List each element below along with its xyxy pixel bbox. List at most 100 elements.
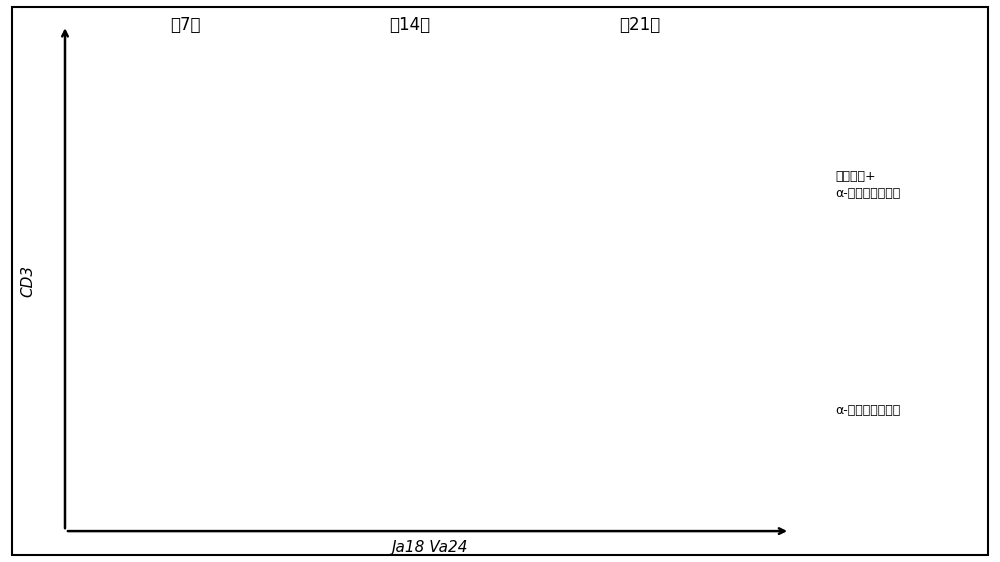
Point bbox=[173, 277, 189, 286]
Point bbox=[399, 334, 415, 343]
Point bbox=[392, 201, 408, 210]
Point bbox=[669, 152, 685, 161]
Point bbox=[704, 114, 720, 123]
Point bbox=[699, 121, 715, 130]
Point bbox=[653, 89, 669, 98]
Point bbox=[186, 331, 202, 340]
Point bbox=[688, 131, 704, 140]
Point bbox=[400, 338, 416, 347]
Point bbox=[394, 391, 410, 400]
Point bbox=[183, 152, 199, 161]
Point bbox=[721, 404, 737, 413]
Point bbox=[191, 144, 207, 153]
Point bbox=[182, 152, 198, 161]
Point bbox=[403, 332, 419, 341]
Point bbox=[651, 336, 667, 345]
Point bbox=[472, 116, 488, 125]
Point bbox=[179, 148, 195, 157]
Point bbox=[197, 165, 213, 174]
Point bbox=[643, 334, 659, 343]
Point bbox=[468, 126, 484, 135]
Point bbox=[409, 337, 425, 346]
Point bbox=[457, 139, 473, 148]
Point bbox=[674, 148, 690, 157]
Point bbox=[448, 120, 464, 129]
Point bbox=[463, 124, 479, 133]
Point bbox=[390, 327, 406, 336]
Point bbox=[175, 160, 191, 169]
Point bbox=[698, 121, 714, 130]
Point bbox=[411, 395, 427, 404]
Point bbox=[689, 123, 705, 132]
Point bbox=[480, 432, 496, 441]
Point bbox=[177, 166, 193, 175]
Point bbox=[403, 337, 419, 346]
Point bbox=[699, 115, 715, 124]
Point bbox=[660, 158, 676, 167]
Point bbox=[452, 113, 468, 122]
Point bbox=[680, 133, 696, 142]
Point bbox=[174, 158, 190, 167]
Point bbox=[630, 334, 646, 343]
Point bbox=[417, 335, 433, 344]
Point bbox=[669, 149, 685, 158]
Point bbox=[635, 357, 651, 366]
Point bbox=[423, 486, 439, 495]
Point bbox=[579, 171, 595, 180]
Point bbox=[171, 130, 187, 139]
Point bbox=[412, 340, 428, 349]
Point bbox=[703, 109, 719, 118]
Point bbox=[545, 255, 561, 264]
Point bbox=[404, 341, 420, 350]
Point bbox=[395, 338, 411, 347]
Point bbox=[641, 256, 657, 265]
Point bbox=[180, 177, 196, 186]
Point bbox=[644, 330, 660, 339]
Point bbox=[186, 184, 202, 193]
Point bbox=[645, 327, 661, 336]
Point bbox=[671, 149, 687, 158]
Point bbox=[451, 128, 467, 137]
Point bbox=[397, 347, 413, 356]
Point bbox=[458, 106, 474, 115]
Point bbox=[554, 418, 570, 427]
Point bbox=[557, 149, 573, 158]
Point bbox=[647, 384, 663, 393]
Point bbox=[184, 136, 200, 145]
Point bbox=[172, 156, 188, 165]
Point bbox=[669, 149, 685, 158]
Point bbox=[451, 125, 467, 134]
Point bbox=[404, 393, 420, 402]
Point bbox=[635, 400, 651, 409]
Point bbox=[392, 401, 408, 410]
Point bbox=[619, 337, 635, 346]
Point bbox=[646, 339, 662, 348]
Point bbox=[677, 141, 693, 150]
Point bbox=[624, 273, 640, 282]
Point bbox=[455, 149, 471, 158]
Point bbox=[448, 105, 464, 114]
Point bbox=[378, 204, 394, 213]
Point bbox=[620, 328, 636, 337]
Point bbox=[408, 341, 424, 350]
Point bbox=[444, 123, 460, 132]
Point bbox=[394, 343, 410, 352]
Point bbox=[694, 123, 710, 132]
Point bbox=[646, 324, 662, 333]
Point bbox=[716, 98, 732, 107]
Point bbox=[380, 191, 396, 200]
Point bbox=[454, 116, 470, 125]
Point bbox=[461, 115, 477, 124]
Point bbox=[626, 343, 642, 352]
Point bbox=[622, 327, 638, 336]
Point bbox=[177, 158, 193, 167]
Point bbox=[684, 137, 700, 146]
Point bbox=[635, 339, 651, 348]
Point bbox=[321, 187, 337, 196]
Point bbox=[404, 341, 420, 350]
Point bbox=[190, 136, 206, 145]
Point bbox=[388, 323, 404, 332]
Point bbox=[689, 133, 705, 142]
Point bbox=[180, 144, 196, 153]
Point bbox=[633, 341, 649, 350]
